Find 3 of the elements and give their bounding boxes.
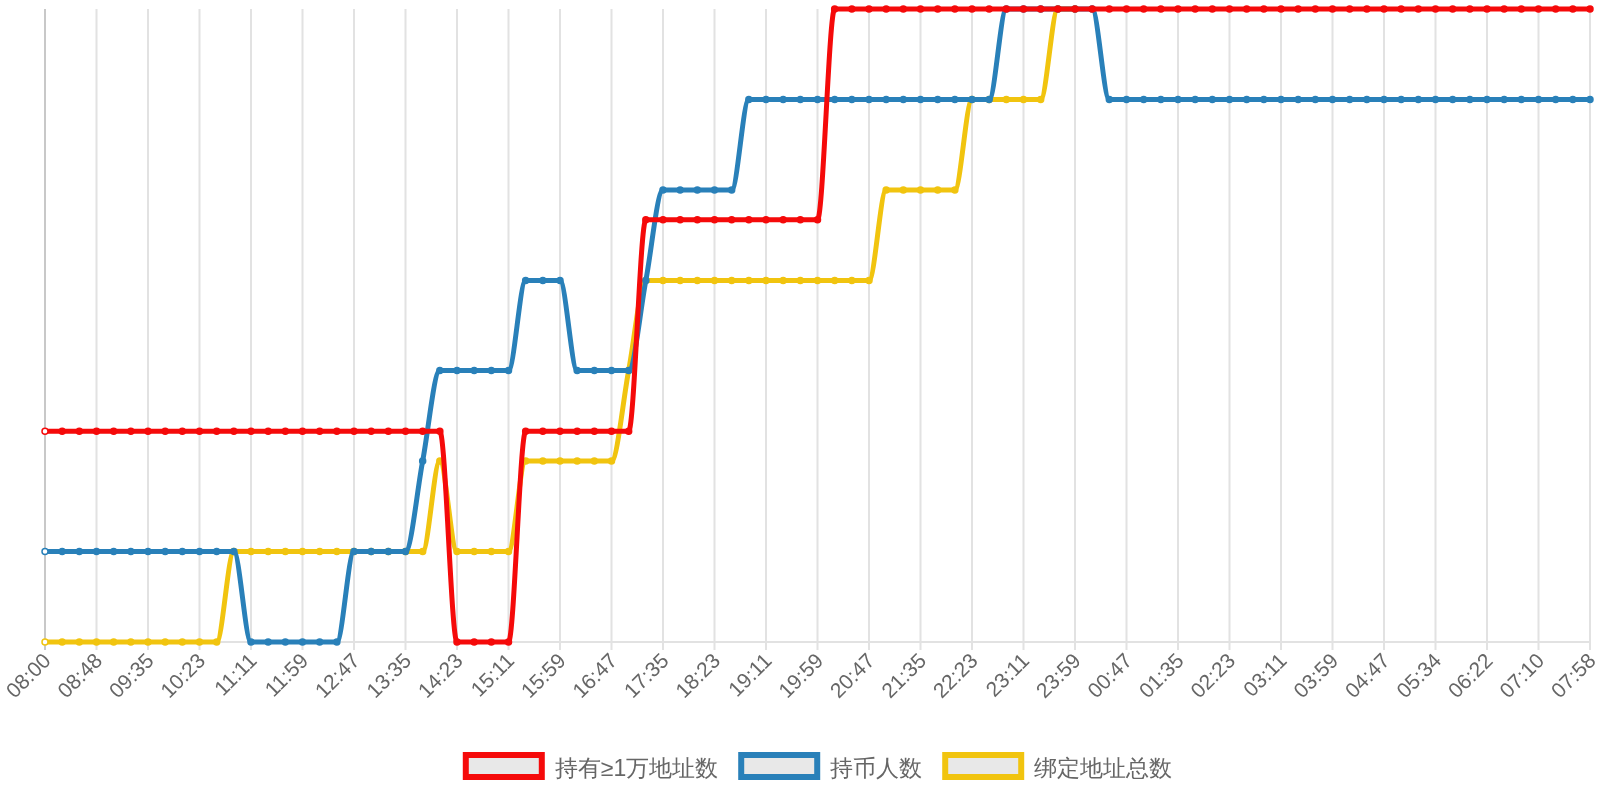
legend-label: 持有≥1万地址数 [554, 755, 719, 781]
legend-label: 持币人数 [830, 755, 923, 781]
legend-label: 绑定地址总数 [1034, 755, 1173, 781]
